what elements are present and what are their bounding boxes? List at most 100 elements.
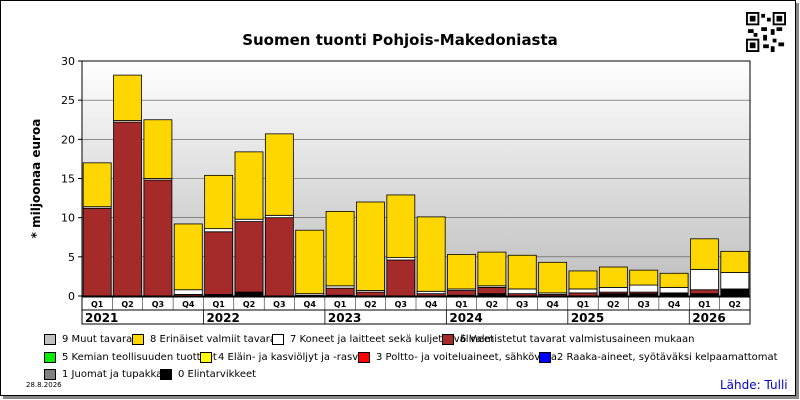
x-tick-label: Q1 xyxy=(577,300,590,309)
bar-segment xyxy=(234,151,264,220)
y-tick-label: 15 xyxy=(61,173,75,186)
bar-segment xyxy=(113,74,142,121)
legend-label: 7 Koneet ja laitteet sekä kuljetusväline… xyxy=(290,334,494,345)
bar-segment xyxy=(690,289,719,295)
legend-label: 3 Poltto- ja voiteluaineet, sähkövirta xyxy=(376,352,558,363)
bar-segment xyxy=(113,121,142,297)
bar-segment xyxy=(720,288,750,297)
y-tick-label: 25 xyxy=(61,94,75,107)
bar-segment xyxy=(477,286,507,295)
x-tick-label: Q4 xyxy=(182,300,195,309)
legend-item: 8 Erinäiset valmiit tavarat xyxy=(132,334,280,345)
legend-item: 7 Koneet ja laitteet sekä kuljetusväline… xyxy=(272,334,494,345)
x-tick-label: Q2 xyxy=(243,300,255,309)
legend-label: 4 Eläin- ja kasviöljyt ja -rasvat xyxy=(218,352,369,363)
bar-segment xyxy=(568,270,598,290)
bar-segment xyxy=(507,288,537,295)
x-tick-label: Q3 xyxy=(638,300,650,309)
y-tick-label: 20 xyxy=(61,133,75,146)
legend-swatch xyxy=(272,334,284,345)
legend-label: 5 Kemian teollisuuden tuotteet xyxy=(62,352,217,363)
x-tick-label: Q3 xyxy=(395,300,407,309)
legend-swatch xyxy=(44,334,56,345)
bar-segment xyxy=(690,268,719,291)
plot-border xyxy=(81,60,751,297)
bar-segment xyxy=(325,287,355,296)
bar-segment xyxy=(204,174,234,230)
bar-segment xyxy=(295,229,325,295)
y-tick-label: 5 xyxy=(68,251,75,264)
legend-swatch xyxy=(132,334,144,345)
bar-segment xyxy=(477,251,507,287)
x-tick-label: Q1 xyxy=(212,300,225,309)
year-label: 2024 xyxy=(449,311,482,325)
bar-segment xyxy=(234,291,264,297)
x-tick-label: Q2 xyxy=(121,300,133,309)
bar-segment xyxy=(447,254,476,290)
bar-segment xyxy=(659,286,689,294)
x-tick-label: Q2 xyxy=(729,300,741,309)
bar-segment xyxy=(507,254,537,290)
x-tick-label: Q4 xyxy=(668,300,681,309)
bar-segment xyxy=(173,289,203,295)
bar-segment xyxy=(264,217,294,297)
bar-segment xyxy=(143,179,173,297)
date-label: 28.8.2026 xyxy=(26,381,62,389)
bar-segment xyxy=(234,221,264,293)
legend-swatch xyxy=(539,352,551,363)
x-tick-label: Q3 xyxy=(516,300,528,309)
legend-swatch xyxy=(44,352,56,363)
y-tick-label: 0 xyxy=(68,290,75,303)
bar-segment xyxy=(416,216,446,292)
legend-label: 6 Valmistetut tavarat valmistusaineen mu… xyxy=(460,334,695,345)
bar-segment xyxy=(720,272,750,290)
legend-swatch xyxy=(160,369,172,380)
legend-item: 3 Poltto- ja voiteluaineet, sähkövirta xyxy=(358,352,557,363)
year-axis-box xyxy=(81,309,751,325)
legend-swatch xyxy=(442,334,454,345)
bar-segment xyxy=(325,210,355,287)
legend-item: 4 Eläin- ja kasviöljyt ja -rasvat xyxy=(200,352,368,363)
chart-title: Suomen tuonti Pohjois-Makedoniasta xyxy=(242,31,558,49)
legend-swatch xyxy=(358,352,370,363)
bar-segment xyxy=(173,223,203,291)
x-tick-label: Q4 xyxy=(425,300,438,309)
legend-label: 9 Muut tavarat xyxy=(62,334,137,345)
x-tick-label: Q2 xyxy=(607,300,619,309)
y-axis-label: * miljoonaa euroa xyxy=(29,119,43,239)
x-tick-label: Q4 xyxy=(304,300,317,309)
legend-item: 9 Muut tavarat xyxy=(44,334,136,345)
legend-item: 5 Kemian teollisuuden tuotteet xyxy=(44,352,217,363)
bar-segment xyxy=(386,194,416,259)
bar-segment xyxy=(598,266,628,288)
bar-segment xyxy=(629,284,659,293)
bar-segment xyxy=(568,288,598,294)
bar-segment xyxy=(386,259,416,297)
x-tick-label: Q2 xyxy=(486,300,498,309)
legend-item: 1 Juomat ja tupakka xyxy=(44,369,162,380)
legend-swatch xyxy=(44,369,56,380)
year-label: 2025 xyxy=(571,311,604,325)
legend-label: 1 Juomat ja tupakka xyxy=(62,369,163,380)
qr-code-icon xyxy=(746,12,786,52)
bar-segment xyxy=(598,286,628,293)
x-tick-label: Q1 xyxy=(698,300,711,309)
bar-segment xyxy=(356,291,385,297)
x-tick-label: Q1 xyxy=(455,300,468,309)
y-tick-label: 30 xyxy=(61,55,75,68)
legend-item: 2 Raaka-aineet, syötäväksi kelpaamattoma… xyxy=(539,352,778,363)
y-tick-label: 10 xyxy=(61,212,75,225)
bar-segment xyxy=(447,290,476,296)
bar-segment xyxy=(204,228,234,233)
bar-segment xyxy=(356,201,385,291)
year-label: 2021 xyxy=(85,311,118,325)
legend-item: 0 Elintarvikkeet xyxy=(160,369,256,380)
year-label: 2022 xyxy=(206,311,239,325)
bar-segment xyxy=(720,250,750,273)
bar-segment xyxy=(143,119,173,179)
legend-label: 8 Erinäiset valmiit tavarat xyxy=(150,334,280,345)
bar-segment xyxy=(204,231,234,295)
year-label: 2026 xyxy=(692,311,725,325)
x-tick-label: Q3 xyxy=(152,300,164,309)
